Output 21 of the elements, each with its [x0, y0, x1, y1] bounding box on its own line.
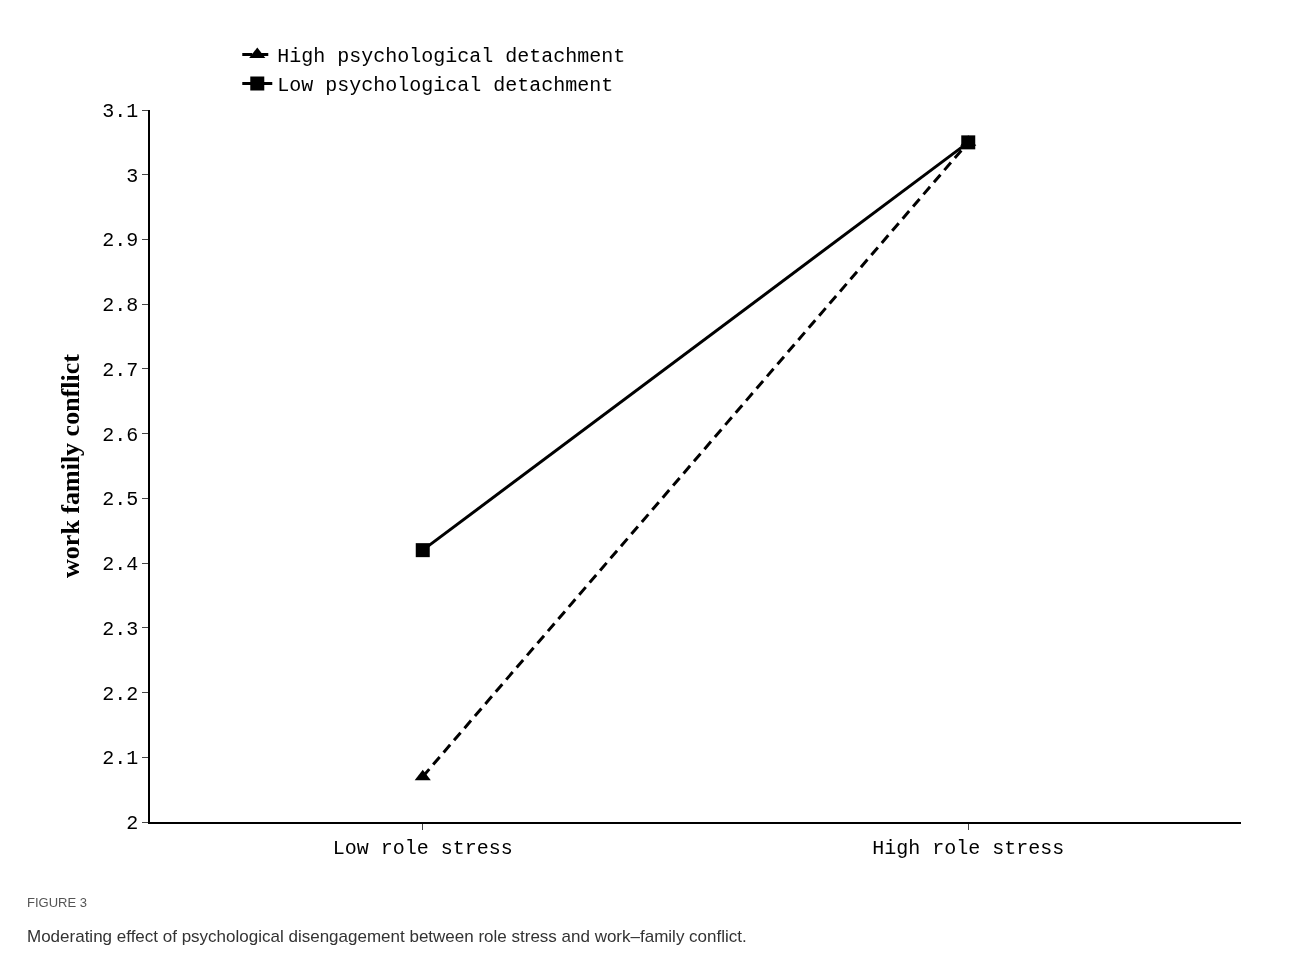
legend-label: Low psychological detachment [277, 74, 614, 98]
y-tick-label: 2.3 [102, 617, 139, 641]
caption: FIGURE 3 [27, 895, 87, 910]
y-tick-label: 2.1 [102, 747, 139, 771]
y-tick-label: 2.7 [102, 358, 139, 382]
y-tick-label: 2.2 [102, 682, 139, 706]
text: Moderating effect of psychological disengagement between role stress and work–family conflict. [27, 927, 747, 946]
point [415, 543, 430, 558]
y-axis-title: work family conflict [56, 353, 86, 578]
y-tick-label: 3 [126, 164, 139, 188]
y-tick-label: 3.1 [102, 100, 139, 123]
y-tick-label: 2.4 [102, 553, 139, 577]
point [961, 135, 976, 150]
y-tick-label: 2.8 [102, 294, 139, 318]
y-tick-label: 2 [126, 812, 139, 835]
x-tick-label: Low role stress [332, 836, 513, 860]
x-tick-label: High role stress [872, 836, 1065, 860]
legend-label: High psychological detachment [277, 45, 626, 69]
y-tick-label: 2.9 [102, 229, 139, 253]
y-tick-label: 2.5 [102, 488, 139, 512]
y-tick-label: 2.6 [102, 423, 139, 447]
